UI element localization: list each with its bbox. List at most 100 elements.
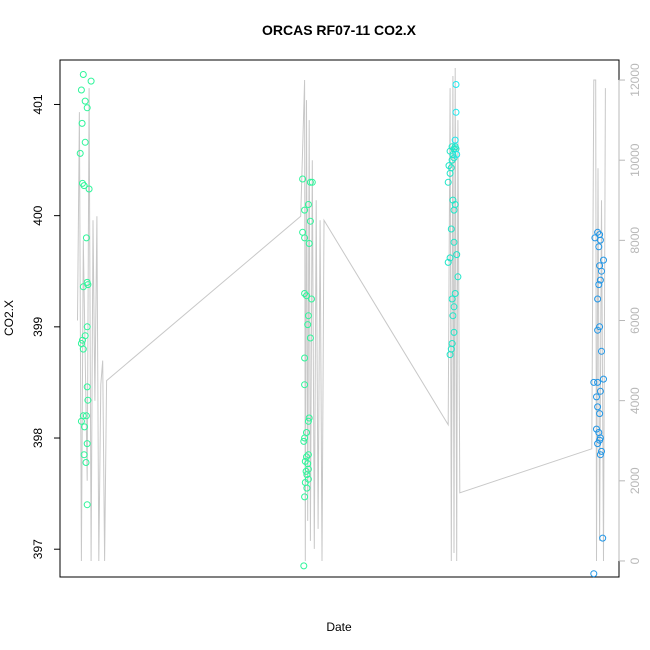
altitude-line-layer <box>77 67 606 562</box>
y-tick-label: 398 <box>31 428 45 448</box>
co2-point <box>447 164 455 172</box>
co2-point <box>83 383 91 391</box>
co2-point <box>590 570 598 578</box>
co2-point <box>78 119 86 127</box>
co2-point <box>453 251 461 259</box>
plot-frame <box>59 59 620 578</box>
co2-point <box>81 138 89 146</box>
co2-point <box>596 451 604 459</box>
y-right-tick-label: 12000 <box>628 63 642 97</box>
co2-point <box>306 178 314 186</box>
co2-point <box>79 283 87 291</box>
co2-point <box>448 295 456 303</box>
co2-point <box>77 417 85 425</box>
co2-point <box>76 149 84 157</box>
y-right-tick-label: 4000 <box>628 387 642 414</box>
co2-point <box>305 240 313 247</box>
co2-point <box>304 312 312 320</box>
co2-point <box>449 312 457 320</box>
co2-point <box>301 434 309 442</box>
co2-point <box>305 414 313 422</box>
y-right-tick-label: 0 <box>628 557 642 564</box>
left-y-axis: 397 398 399 400 401 <box>31 94 61 559</box>
co2-point <box>450 206 458 214</box>
co2-point <box>80 451 88 459</box>
y-right-tick-label: 2000 <box>628 467 642 494</box>
co2-point <box>82 459 90 466</box>
co2-point <box>83 501 91 509</box>
co2-point <box>596 236 604 244</box>
co2-point <box>448 143 456 151</box>
co2-point <box>87 77 95 85</box>
co2-point <box>595 243 603 251</box>
co2-point <box>452 108 460 116</box>
co2-point <box>593 393 600 401</box>
co2-point <box>594 378 602 386</box>
y-tick-label: 397 <box>31 539 45 559</box>
co2-point <box>445 162 453 170</box>
co2-point <box>304 321 312 329</box>
co2-point <box>301 290 309 297</box>
co2-point <box>83 440 91 448</box>
co2-point <box>306 217 314 225</box>
y-tick-label: 401 <box>31 94 45 114</box>
co2-points-layer <box>76 71 607 578</box>
co2-point <box>82 234 90 242</box>
co2-point <box>79 179 86 187</box>
co2-point <box>303 292 310 300</box>
co2-point <box>596 323 604 331</box>
co2-point <box>304 451 312 459</box>
co2-point <box>590 378 598 386</box>
co2-point <box>600 256 607 264</box>
co2-point <box>453 151 461 158</box>
co2-point <box>594 440 602 448</box>
co2-point <box>596 436 604 444</box>
co2-point <box>598 447 605 455</box>
co2-point <box>452 81 460 88</box>
co2-point <box>446 351 454 359</box>
co2-point <box>85 185 93 193</box>
co2-point <box>79 345 87 353</box>
co2-point <box>446 254 454 262</box>
co2-point <box>450 238 458 246</box>
co2-point <box>594 403 602 411</box>
co2-point <box>301 381 309 389</box>
co2-point <box>81 423 88 431</box>
co2-point <box>301 493 309 501</box>
co2-point <box>79 336 86 344</box>
co2-point <box>301 234 309 242</box>
co2-point <box>446 147 454 155</box>
co2-point <box>596 410 604 418</box>
co2-point <box>596 276 604 284</box>
co2-point <box>299 175 307 183</box>
co2-point <box>301 206 309 214</box>
co2-point <box>598 347 605 355</box>
co2-point <box>599 534 607 542</box>
co2-point <box>77 86 85 94</box>
y-tick-label: 399 <box>31 316 45 336</box>
co2-point <box>594 228 602 236</box>
co2-point <box>451 290 459 297</box>
co2-point <box>308 295 315 303</box>
co2-point <box>595 281 603 289</box>
co2-point <box>450 328 458 336</box>
altitude-line <box>77 67 606 562</box>
co2-point <box>308 178 316 186</box>
co2-point <box>84 396 92 404</box>
co2-point <box>82 412 90 420</box>
co2-point <box>598 267 605 275</box>
co2-point <box>600 375 607 383</box>
co2-point <box>302 467 310 475</box>
co2-point <box>304 417 312 425</box>
y-axis-label: CO2.X <box>2 300 16 336</box>
co2-point <box>451 136 459 144</box>
co2-point <box>303 471 311 479</box>
co2-point <box>594 295 602 303</box>
y-right-tick-label: 6000 <box>628 307 642 334</box>
co2-point <box>596 387 604 395</box>
co2-point <box>303 453 310 461</box>
co2-point <box>304 201 312 208</box>
y-right-tick-label: 10000 <box>628 143 642 177</box>
x-axis-label: Date <box>326 620 352 634</box>
